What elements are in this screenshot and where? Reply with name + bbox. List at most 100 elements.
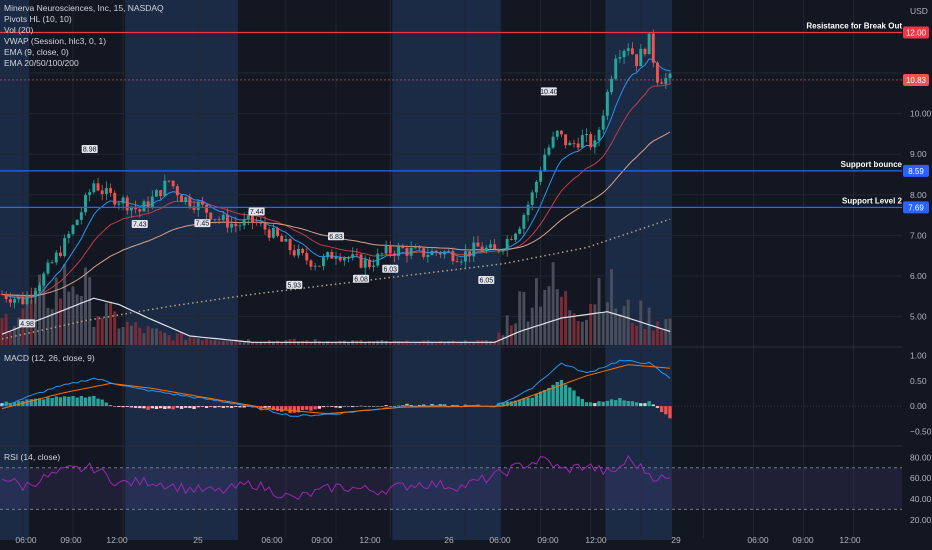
candle-body [526,204,530,216]
candle-body [397,246,401,256]
pivot-labels: 4.98 8.98 7.43 7.45 7.44 5.93 6.83 6.08 6.03 6.05… [19,87,558,328]
pivot-tag-bg-8 [382,264,399,273]
pivot-tag-1: 8.98 [83,147,97,154]
time-tick: 26 [444,535,454,545]
macd-hist-bar [188,406,192,409]
candle-body [184,197,188,203]
rsi-line [1,454,671,500]
candle-body [301,248,305,254]
candle-body [430,250,434,256]
volume-bar [117,328,121,345]
candle-body [50,262,54,264]
volume-bar [593,304,597,345]
macd-hist-bar [413,405,417,407]
macd-hist-bar [605,400,610,407]
macd-hist-bar [530,397,534,407]
price-tick: 8.00 [910,190,927,200]
candle-body [376,253,380,266]
candle-body [305,253,309,261]
macd-pane [0,359,902,419]
candle-body [192,206,196,210]
candle-body [359,254,363,268]
volume-bar [50,309,54,345]
macd-hist-bar [305,406,309,410]
macd-hist-bar [392,406,397,407]
candle-body [664,78,668,84]
volume-bar [79,296,83,345]
macd-hist-bar [380,406,384,407]
volume-bar [514,323,517,345]
axes: 10.00 9.00 8.00 7.00 6.00 5.00 1.00 0.50 0.00 −0.… [15,109,931,545]
volume-bar [651,330,655,345]
volume-bar [501,335,505,345]
volume-bar [497,332,501,345]
candle-body [213,219,217,220]
macd-hist-bar [601,401,605,407]
candle-body [21,296,25,305]
ema-20-line [1,83,671,298]
candle-body [401,246,405,249]
candle-body [518,228,522,234]
time-tick: 09:00 [792,535,814,545]
candle-body [543,154,547,172]
macd-hist-bar [50,397,54,407]
candle-body [284,239,288,242]
rsi-pane [0,454,902,510]
volume-bar [413,343,417,345]
price-tick: 6.00 [910,271,927,281]
macd-hist-bar [133,406,138,408]
candle-body [58,252,62,256]
macd-hist-bar [275,406,280,411]
time-tick: 06:00 [489,535,511,545]
volume-bar [443,342,447,345]
volume-bar [493,341,497,345]
volume-bar [372,341,376,345]
candle-body [251,215,254,223]
legend-ema-multi: EMA 20/50/100/200 [4,58,79,68]
volume-bar [251,341,254,345]
candle-body [263,222,267,230]
macd-hist-bar [171,406,175,410]
macd-hist-bar [92,395,96,407]
volume-bars [0,262,672,345]
rsi-tick: 80.00 [910,452,932,462]
volume-bar [635,325,639,345]
macd-hist-bar [647,401,651,407]
candle-body [585,134,588,136]
macd-hist-bar [618,398,622,407]
candle-body [175,186,179,196]
macd-hist-bar [555,382,559,407]
price-tick: 10.00 [910,109,932,119]
time-tick: 06:00 [261,535,283,545]
macd-tick: 1.00 [910,351,927,361]
volume-bar [46,307,50,345]
macd-hist-bar [597,401,601,407]
volume-bar [334,342,338,345]
candle-body [656,62,659,83]
volume-bar [17,317,21,345]
volume-bar [88,277,92,345]
candle-body [476,242,480,247]
volume-bar [626,299,630,345]
macd-hist-bar [192,406,196,410]
macd-hist-bar [238,406,242,408]
candle-body [54,252,58,263]
candle-body [530,192,534,205]
macd-hist-bar [209,406,213,407]
volume-bar [430,342,434,345]
candle-body [276,227,280,236]
macd-hist-bar [83,397,88,407]
macd-hist-bar [547,387,551,407]
candle-body [605,92,609,116]
macd-hist-bar [501,402,505,407]
volume-bar [455,343,459,345]
volume-bar [459,342,463,345]
macd-hist-bar [12,402,17,407]
candle-body [125,197,129,211]
macd-hist-bar [668,406,672,419]
macd-hist-bar [609,399,614,407]
pivot-tag-10: 10.40 [540,89,558,96]
candle-body [313,265,317,267]
macd-hist-bar [42,399,46,407]
